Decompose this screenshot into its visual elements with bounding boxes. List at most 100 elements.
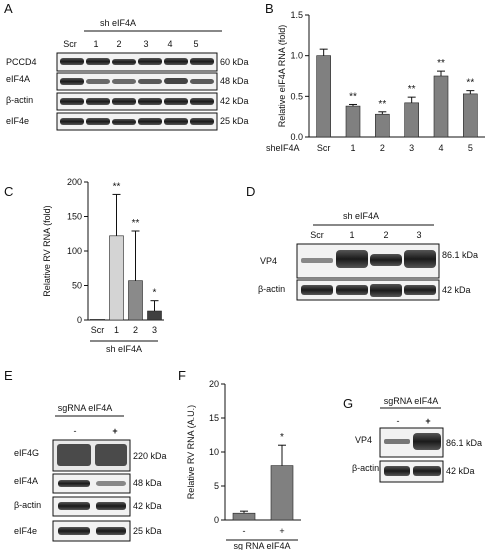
blot-a-lane-label: 2: [116, 39, 121, 49]
blot-a-row-label: eIF4e: [6, 116, 29, 126]
panel-letter-b: B: [265, 1, 274, 16]
chart-panel-c: 0 50 100 150 200 Relative RV RNA (fold) Scr ** 1…: [42, 177, 164, 354]
bar: [316, 55, 331, 138]
significance-label: **: [437, 58, 445, 69]
blot-panel-d: sh eIF4A Scr 1 2 3 VP4 β-actin 86.1 kDa …: [258, 211, 478, 301]
x-tick-label: 3: [152, 325, 157, 335]
blot-e-row-label: eIF4e: [14, 526, 37, 536]
significance-label: **: [378, 99, 386, 110]
x-tick-label: 4: [438, 143, 443, 153]
x-tick-label: +: [279, 526, 284, 536]
panel-letter-c: C: [4, 184, 13, 199]
blot-a-size-label: 60 kDa: [220, 57, 249, 67]
y-tick-label: 0.0: [290, 132, 303, 142]
blot-e-size-label: 42 kDa: [133, 501, 162, 511]
blot-g-size-label: 86.1 kDa: [446, 438, 482, 448]
blot-e-lane-label: +: [112, 426, 117, 436]
x-tick-label: 1: [350, 143, 355, 153]
blot-a-lane-label: 1: [93, 39, 98, 49]
x-axis-label: sg RNA eIF4A: [233, 541, 290, 550]
bar: [345, 105, 361, 138]
blot-e-size-label: 48 kDa: [133, 478, 162, 488]
y-tick-label: 50: [72, 281, 82, 291]
blot-a-row-label: PCCD4: [6, 57, 37, 67]
significance-label: **: [408, 84, 416, 95]
significance-label: *: [153, 288, 157, 299]
blot-d-lane-label: 3: [416, 230, 421, 240]
panel-letter-g: G: [343, 396, 353, 411]
blot-a-size-label: 42 kDa: [220, 96, 249, 106]
x-tick-label: -: [243, 526, 246, 536]
y-axis-label: Relative RV RNA (fold): [42, 205, 52, 296]
blot-e-row-label: eIF4G: [14, 448, 39, 458]
y-tick-label: 150: [67, 212, 82, 222]
blot-g-header: sgRNA eIF4A: [384, 396, 439, 406]
significance-label: **: [466, 78, 474, 89]
y-tick-label: 100: [67, 246, 82, 256]
y-axis-label: Relative eIF4A RNA (fold): [277, 25, 287, 128]
blot-e-size-label: 25 kDa: [133, 526, 162, 536]
blot-a-size-label: 25 kDa: [220, 116, 249, 126]
blot-d-header: sh eIF4A: [343, 211, 379, 221]
significance-label: **: [132, 218, 140, 229]
bar: [463, 93, 478, 138]
blot-e-row-label: β-actin: [14, 500, 41, 510]
blot-d-lane-label: 2: [383, 230, 388, 240]
y-axis-label: Relative RV RNA (A.U.): [186, 405, 196, 499]
bar: [433, 75, 449, 138]
blot-a-lane-label: Scr: [63, 39, 77, 49]
y-tick-label: 1.0: [290, 51, 303, 61]
y-tick-label: 10: [209, 447, 219, 457]
blot-e-size-label: 220 kDa: [133, 451, 167, 461]
blot-d-row-label: VP4: [260, 256, 277, 266]
significance-label: *: [280, 432, 284, 443]
blot-a-lane-label: 3: [143, 39, 148, 49]
y-tick-label: 0.5: [290, 91, 303, 101]
blot-panel-e: sgRNA eIF4A - + eIF4G eIF4A β-actin eIF4…: [14, 403, 167, 542]
bar: [109, 235, 124, 321]
bar: [375, 113, 390, 138]
blot-g-lane-label: +: [425, 416, 430, 426]
panel-letter-e: E: [4, 368, 13, 383]
blot-panel-g: sgRNA eIF4A - + VP4 β-actin 86.1 kDa 42 …: [352, 396, 482, 483]
blot-a-lane-label: 5: [193, 39, 198, 49]
blot-e-row-label: eIF4A: [14, 476, 38, 486]
y-tick-label: 15: [209, 413, 219, 423]
bar: [232, 512, 256, 521]
x-tick-label: 5: [468, 143, 473, 153]
blot-a-lane-label: 4: [167, 39, 172, 49]
x-tick-label: 2: [380, 143, 385, 153]
x-tick-label: 2: [133, 325, 138, 335]
x-tick-label: Scr: [317, 143, 331, 153]
blot-panel-a: sh eIF4A Scr 1 2 3 4 5 PCCD4 eIF4A β-act…: [6, 18, 249, 131]
blot-d-size-label: 42 kDa: [442, 285, 471, 295]
blot-e-lane-label: -: [74, 426, 77, 436]
blot-d-row-label: β-actin: [258, 284, 285, 294]
x-tick-label: Scr: [91, 325, 105, 335]
bar: [270, 465, 294, 521]
x-tick-label: 1: [114, 325, 119, 335]
blot-d-lane-label: 1: [349, 230, 354, 240]
chart-panel-f: 0 5 10 15 20 Relative RV RNA (A.U.) - * + sg RNA …: [186, 379, 301, 550]
x-axis-label: sh eIF4A: [106, 344, 142, 354]
y-tick-label: 200: [67, 177, 82, 187]
bar: [90, 319, 105, 321]
panel-letter-f: F: [178, 368, 186, 383]
blot-a-row-label: eIF4A: [6, 74, 30, 84]
panel-letter-d: D: [246, 184, 255, 199]
blot-g-size-label: 42 kDa: [446, 466, 475, 476]
blot-d-lane-label: Scr: [310, 230, 324, 240]
blot-g-row-label: VP4: [355, 435, 372, 445]
bar: [404, 102, 419, 138]
y-tick-label: 5: [214, 481, 219, 491]
blot-d-size-label: 86.1 kDa: [442, 250, 478, 260]
blot-a-header: sh eIF4A: [100, 18, 136, 28]
y-tick-label: 20: [209, 379, 219, 389]
y-tick-label: 0: [77, 315, 82, 325]
blot-e-header: sgRNA eIF4A: [58, 403, 113, 413]
blot-a-row-label: β-actin: [6, 95, 33, 105]
blot-g-lane-label: -: [397, 416, 400, 426]
panel-letter-a: A: [4, 1, 13, 16]
bar: [147, 310, 162, 321]
